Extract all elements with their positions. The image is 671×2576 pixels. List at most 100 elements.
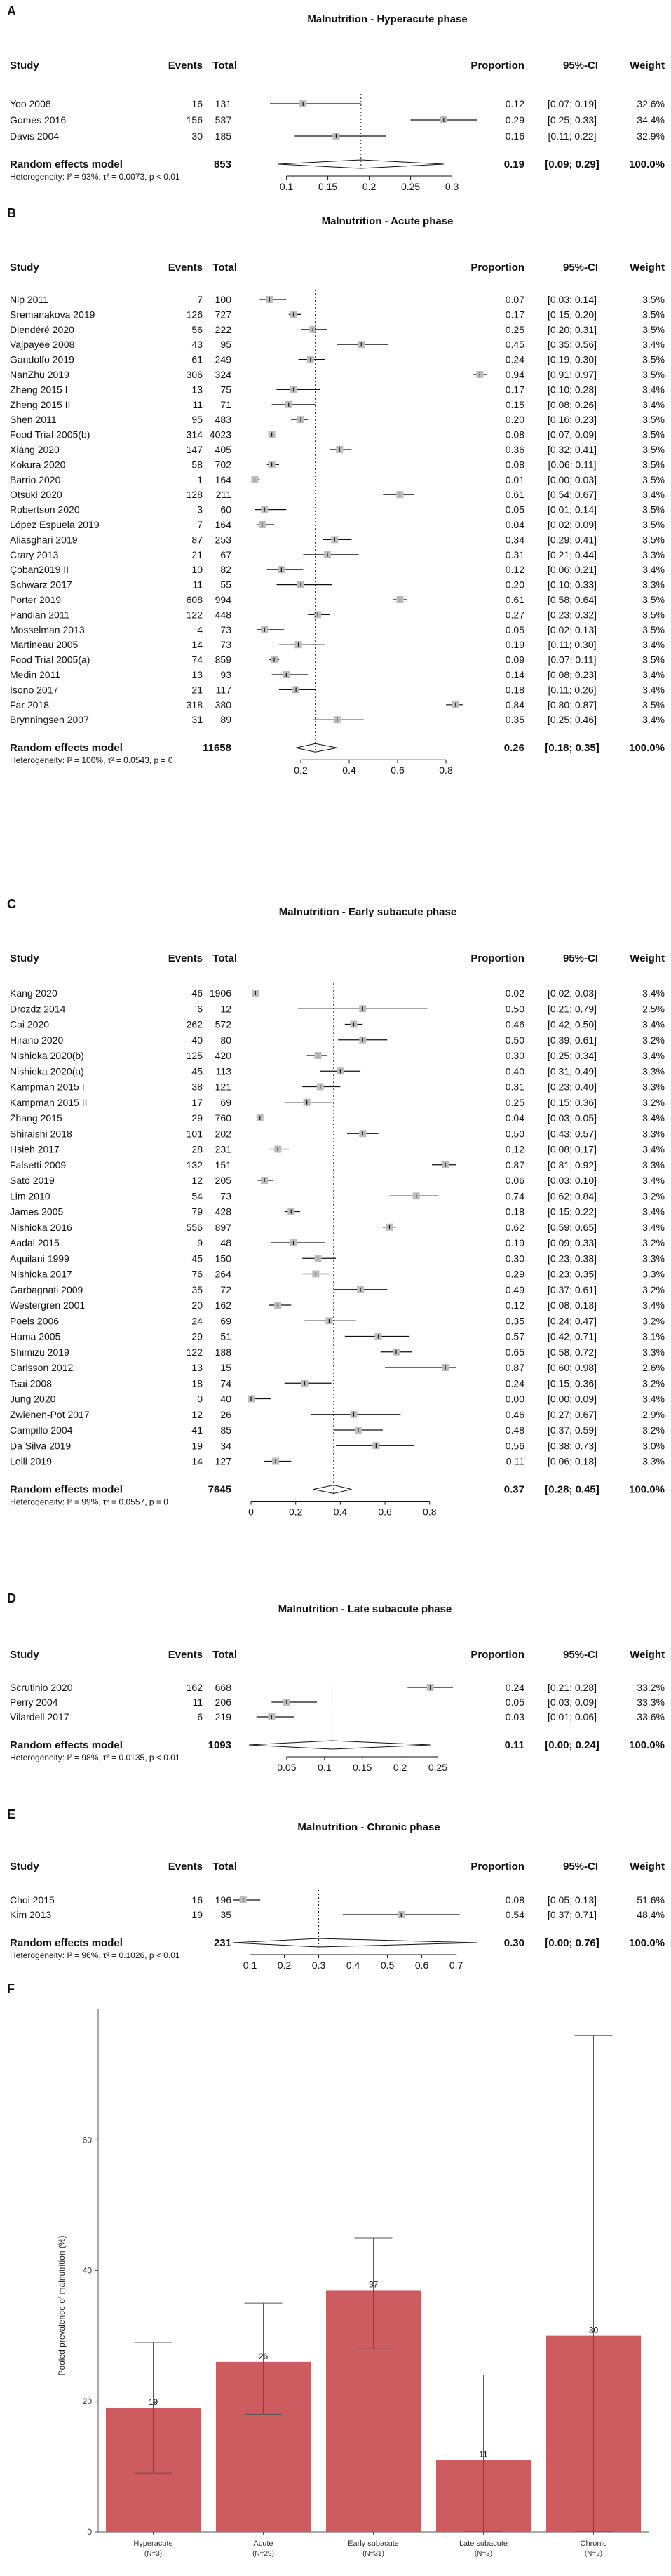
study-total: 428 — [215, 1206, 232, 1218]
study-weight: 32.9% — [637, 130, 665, 142]
study-weight: 3.3% — [642, 1253, 665, 1264]
x-tick-label: 0.4 — [334, 1506, 348, 1518]
pooled-total: 231 — [214, 1937, 231, 1949]
study-weight: 3.5% — [642, 594, 665, 605]
study-ci: [0.06; 0.18] — [548, 1456, 597, 1467]
study-row: Choi 2015 16 196 0.08 [0.05; 0.13] 51.6% — [10, 1894, 665, 1906]
study-events: 11 — [192, 399, 203, 410]
study-ci: [0.15; 0.36] — [548, 1097, 597, 1108]
study-proportion: 0.02 — [506, 987, 524, 999]
x-tick-label: 0.2 — [294, 764, 308, 776]
study-events: 9 — [197, 1237, 203, 1248]
study-name: Yoo 2008 — [10, 98, 51, 109]
x-tick-label: 0.4 — [342, 764, 356, 776]
study-proportion: 0.12 — [506, 98, 524, 109]
study-name: Medin 2011 — [10, 669, 60, 680]
study-row: Pandian 2011 122 448 0.27 [0.23; 0.32] 3.5% — [10, 609, 665, 620]
panel-letter: A — [7, 4, 16, 18]
study-total: 249 — [215, 354, 232, 365]
study-events: 14 — [191, 1456, 203, 1467]
study-total: 113 — [216, 1065, 232, 1077]
study-proportion: 0.06 — [506, 1175, 524, 1186]
x-tick-label: 0.15 — [318, 181, 337, 192]
study-proportion: 0.49 — [506, 1284, 524, 1295]
bar-value-label: 19 — [149, 2397, 158, 2407]
study-name: Çoban2019 II — [10, 564, 69, 575]
bar-group: 19 Hyperacute (N=3) — [105, 2342, 201, 2558]
study-name: Zheng 2015 II — [10, 399, 70, 410]
study-weight: 3.4% — [642, 639, 665, 650]
study-row: Zwienen-Pot 2017 12 26 0.46 [0.27; 0.67] 2.9% — [10, 1409, 665, 1420]
study-proportion: 0.19 — [506, 1237, 524, 1248]
x-tick-label: 0.2 — [289, 1506, 303, 1518]
study-name: Food Trial 2005(b) — [10, 429, 90, 440]
pooled-diamond — [295, 743, 337, 753]
study-total: 572 — [215, 1019, 232, 1030]
study-row: Lim 2010 54 73 0.74 [0.62; 0.84] 3.2% — [10, 1190, 665, 1201]
study-ci: [0.11; 0.30] — [548, 639, 596, 650]
study-total: 73 — [220, 1190, 231, 1201]
study-name: Kampman 2015 I — [10, 1081, 85, 1093]
study-events: 87 — [191, 534, 203, 545]
study-row: Yoo 2008 16 131 0.12 [0.07; 0.19] 32.6% — [10, 98, 665, 109]
study-events: 128 — [187, 489, 203, 500]
study-ci: [0.20; 0.31] — [548, 324, 597, 335]
study-total: 100 — [215, 294, 232, 305]
study-weight: 3.4% — [642, 1112, 665, 1124]
study-name: Perry 2004 — [10, 1697, 58, 1708]
bar-group: 11 Late subacute (N=3) — [435, 2375, 531, 2558]
study-events: 1 — [197, 474, 203, 485]
study-row: Diendéré 2020 56 222 0.25 [0.20; 0.31] 3.5% — [10, 324, 665, 335]
study-row: Perry 2004 11 206 0.05 [0.03; 0.09] 33.3% — [10, 1697, 665, 1708]
study-name: Diendéré 2020 — [10, 324, 74, 335]
study-weight: 34.4% — [637, 114, 665, 126]
study-events: 306 — [187, 369, 203, 380]
study-total: 859 — [215, 654, 232, 666]
study-row: Food Trial 2005(a) 74 859 0.09 [0.07; 0.11] 3… — [10, 654, 665, 666]
study-row: Nip 2011 7 100 0.07 [0.03; 0.14] 3.5% — [10, 294, 665, 305]
study-events: 12 — [191, 1409, 203, 1420]
study-events: 262 — [187, 1019, 203, 1030]
study-proportion: 0.48 — [506, 1424, 524, 1436]
study-row: James 2005 79 428 0.18 [0.15; 0.22] 3.4% — [10, 1206, 665, 1218]
panel-letter: B — [7, 206, 16, 220]
study-total: 151 — [215, 1159, 232, 1171]
study-row: Martineau 2005 14 73 0.19 [0.11; 0.30] 3.4% — [10, 639, 665, 650]
study-row: Da Silva 2019 19 34 0.56 [0.38; 0.73] 3.0% — [10, 1440, 665, 1451]
study-proportion: 0.16 — [506, 130, 524, 142]
study-weight: 3.4% — [642, 1050, 665, 1061]
study-row: Garbagnati 2009 35 72 0.49 [0.37; 0.61] 3.2% — [10, 1284, 665, 1295]
study-proportion: 0.36 — [506, 444, 524, 455]
study-ci: [0.08; 0.17] — [548, 1144, 597, 1155]
study-events: 45 — [191, 1065, 203, 1077]
study-weight: 33.2% — [637, 1682, 665, 1693]
study-name: Falsetti 2009 — [10, 1159, 66, 1171]
study-proportion: 0.87 — [506, 1159, 524, 1171]
study-proportion: 0.56 — [506, 1440, 524, 1451]
heterogeneity-text: Heterogeneity: I² = 96%, τ² = 0.1026, p … — [10, 1950, 180, 1960]
heterogeneity-text: Heterogeneity: I² = 98%, τ² = 0.0135, p … — [10, 1753, 180, 1762]
study-events: 162 — [187, 1682, 203, 1693]
category-n-label: (N=3) — [475, 2550, 492, 2558]
pooled-ci: [0.00; 0.24] — [545, 1739, 599, 1751]
study-events: 4 — [197, 624, 203, 635]
header-events: Events — [168, 60, 203, 72]
study-events: 31 — [191, 714, 203, 725]
study-proportion: 0.01 — [506, 474, 524, 485]
pooled-diamond — [313, 1484, 352, 1495]
study-name: Davis 2004 — [10, 130, 59, 142]
study-events: 16 — [191, 98, 203, 109]
study-name: Hama 2005 — [10, 1331, 61, 1342]
category-n-label: (N=29) — [252, 2550, 274, 2558]
bar-value-label: 30 — [589, 2326, 599, 2335]
study-proportion: 0.84 — [506, 699, 524, 710]
study-ci: [0.08; 0.18] — [548, 1300, 597, 1311]
study-proportion: 0.54 — [506, 1909, 524, 1920]
study-proportion: 0.31 — [506, 549, 524, 560]
study-ci: [0.05; 0.13] — [548, 1894, 597, 1906]
study-proportion: 0.08 — [506, 429, 524, 440]
study-weight: 2.6% — [642, 1362, 665, 1373]
bar-group: 30 Chronic (N=2) — [545, 2035, 642, 2558]
x-tick-label: 0.25 — [428, 1762, 447, 1773]
study-proportion: 0.15 — [506, 399, 524, 410]
